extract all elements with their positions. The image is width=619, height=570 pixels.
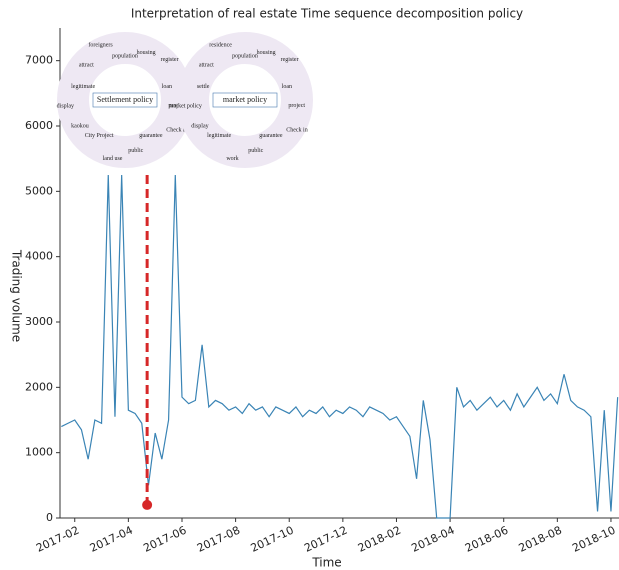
word-cloud-ring (177, 32, 313, 168)
y-tick-label: 2000 (25, 380, 53, 393)
word-cloud-word: work (226, 156, 238, 162)
word-cloud-word: loan (282, 84, 292, 90)
y-tick-label: 6000 (25, 119, 53, 132)
word-cloud-word: public (128, 148, 143, 154)
word-cloud-word: register (281, 57, 299, 63)
x-tick-label: 2017-12 (302, 524, 349, 555)
chart-title: Interpretation of real estate Time seque… (131, 7, 523, 21)
word-cloud-label: market policy (223, 95, 267, 104)
word-cloud-word: display (57, 104, 74, 110)
word-cloud-word: register (161, 57, 179, 63)
word-cloud-word: population (232, 53, 258, 59)
x-tick-label: 2018-04 (409, 524, 456, 555)
word-cloud-label-box (212, 92, 278, 108)
word-cloud-word: residence (209, 43, 232, 49)
x-tick-label: 2017-10 (249, 524, 296, 555)
x-tick-label: 2017-08 (195, 524, 242, 555)
x-tick-label: 2018-02 (356, 524, 403, 555)
word-cloud-word: land use (103, 156, 123, 162)
word-cloud-word: legitimate (207, 133, 231, 139)
x-axis-label: Time (311, 556, 341, 570)
word-cloud-word: housing (137, 50, 156, 56)
x-tick-label: 2018-06 (463, 524, 510, 555)
word-cloud-word: project (288, 103, 305, 109)
word-cloud-word: loan (162, 84, 172, 90)
x-tick-label: 2018-10 (570, 524, 617, 555)
y-tick-label: 5000 (25, 184, 53, 197)
word-cloud-label: Settlement policy (97, 95, 153, 104)
word-cloud-word: public (248, 148, 263, 154)
word-cloud-word: guarantee (259, 133, 283, 139)
y-tick-label: 1000 (25, 446, 53, 459)
word-cloud-word: market policy (169, 104, 202, 110)
word-cloud-label-box (92, 92, 158, 108)
x-tick-label: 2017-04 (88, 524, 135, 555)
y-tick-label: 3000 (25, 315, 53, 328)
word-cloud-word: foreigners (88, 42, 113, 49)
y-axis-label: Trading volume (10, 249, 24, 342)
word-cloud-word: project (168, 103, 185, 109)
word-cloud-word: Check in (286, 127, 308, 133)
word-cloud-word: attract (79, 63, 94, 69)
x-tick-label: 2017-02 (34, 524, 81, 555)
word-cloud-word: guarantee (139, 133, 163, 139)
y-tick-label: 4000 (25, 250, 53, 263)
x-tick-label: 2017-06 (141, 524, 188, 555)
word-cloud-word: population (112, 53, 138, 59)
word-cloud-word: housing (257, 50, 276, 56)
y-tick-label: 0 (46, 511, 53, 524)
word-cloud-word: attract (199, 63, 214, 69)
word-cloud-word: settle (197, 84, 210, 90)
word-cloud-word: kaokou (71, 123, 89, 129)
word-cloud-word: legitimate (71, 84, 95, 90)
word-cloud-word: City Project (85, 133, 114, 139)
marker-dot (142, 499, 153, 510)
data-line (61, 174, 619, 519)
y-tick-label: 7000 (25, 54, 53, 67)
word-cloud-word: display (191, 123, 208, 129)
word-cloud-word: Check in (166, 127, 188, 133)
x-tick-label: 2018-08 (517, 524, 564, 555)
